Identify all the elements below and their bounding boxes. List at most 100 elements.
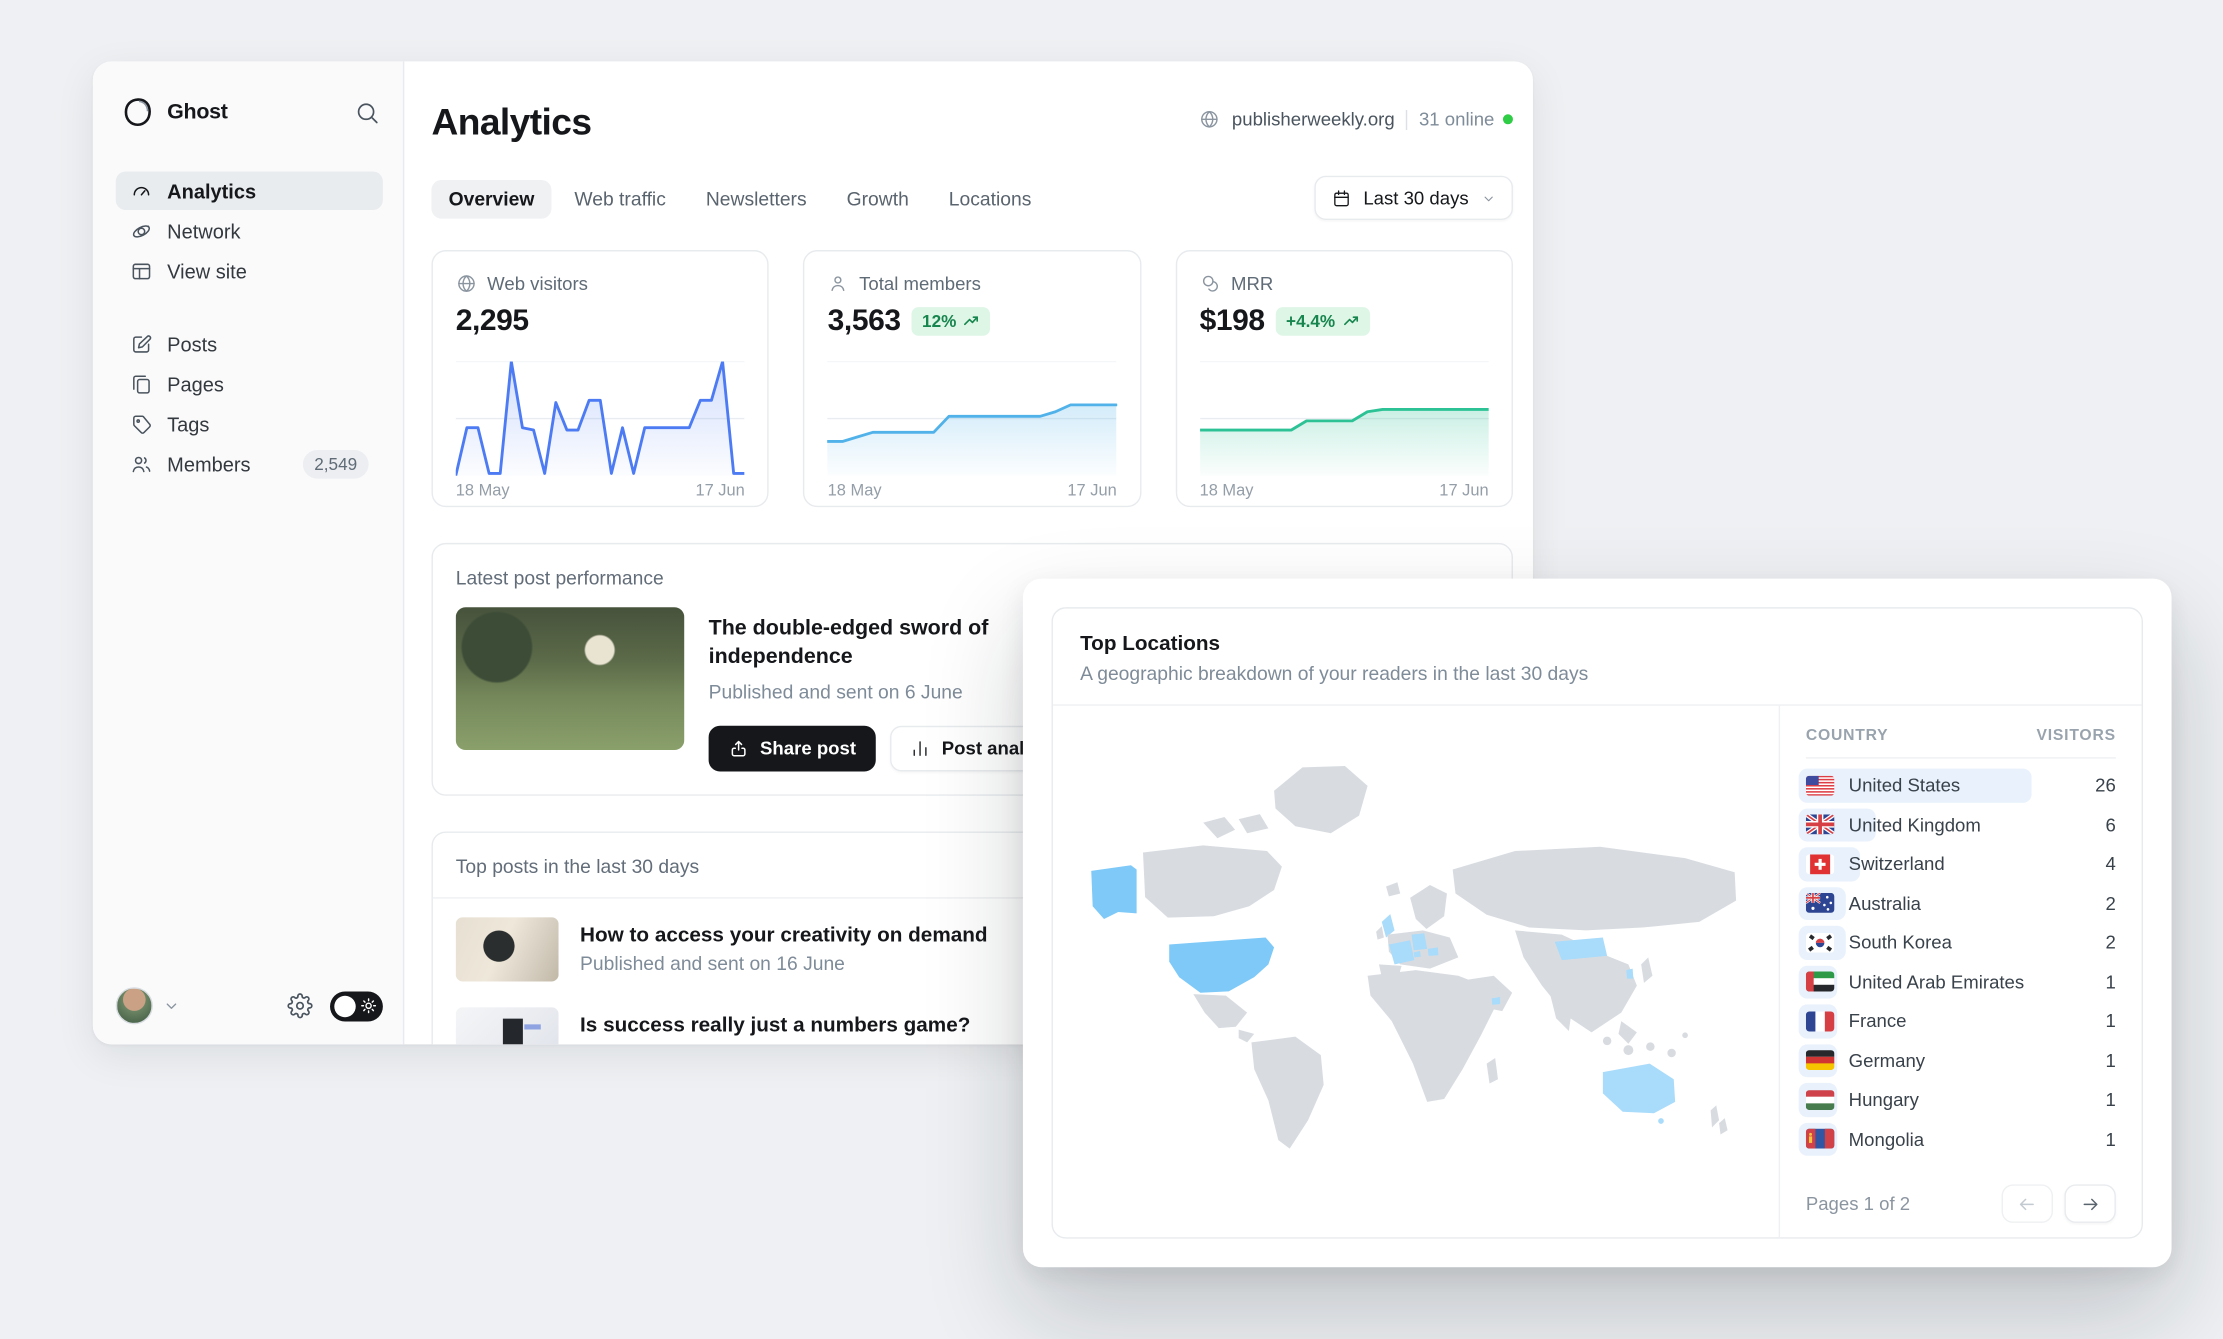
map-united-states [1169, 937, 1275, 993]
site-domain[interactable]: publisherweekly.org [1231, 108, 1395, 131]
map-mexico [1193, 994, 1248, 1029]
tab-overview[interactable]: Overview [431, 180, 552, 219]
gauge-icon [133, 186, 150, 195]
top-locations-header: Top Locations A geographic breakdown of … [1052, 609, 2142, 706]
location-row[interactable]: United Kingdom 6 [1798, 805, 2116, 844]
location-row[interactable]: United States 26 [1798, 766, 2116, 805]
edit-icon [133, 334, 152, 352]
sidebar-item-posts[interactable]: Posts [116, 324, 383, 363]
map-australia [1602, 1063, 1676, 1114]
country-flag-icon [1805, 971, 1835, 992]
post-thumbnail [455, 916, 559, 981]
latest-post-image[interactable] [455, 607, 685, 751]
visitors-count: 1 [2105, 1049, 2116, 1072]
brand[interactable]: Ghost [116, 96, 383, 129]
web-visitors-chart [456, 361, 745, 475]
top-post-item[interactable]: How to access your creativity on demand … [433, 898, 1512, 988]
country-name: Germany [1848, 1049, 1926, 1072]
location-row[interactable]: Mongolia 1 [1798, 1119, 2116, 1158]
stat-card-mrr[interactable]: MRR $198 +4.4% [1175, 250, 1513, 508]
date-range-select[interactable]: Last 30 days [1314, 175, 1513, 221]
user-avatar[interactable] [115, 987, 153, 1025]
tab-locations[interactable]: Locations [932, 180, 1049, 219]
map-india [1550, 991, 1575, 1032]
next-page-button[interactable] [2064, 1184, 2116, 1223]
location-row[interactable]: United Arab Emirates 1 [1798, 962, 2116, 1001]
country-flag-icon [1805, 1050, 1835, 1071]
x-axis-end: 17 Jun [1067, 482, 1117, 501]
prev-page-button[interactable] [2001, 1184, 2053, 1223]
stat-cards: Web visitors 2,295 18 May 17 Jun [431, 250, 1513, 508]
map-russia [1452, 846, 1737, 931]
post-meta: Published and sent on 13 June [580, 1042, 970, 1044]
dark-mode-toggle[interactable] [330, 990, 383, 1021]
top-post-item[interactable]: Is success really just a numbers game? P… [433, 988, 1512, 1045]
sidebar-item-label: View site [167, 259, 247, 283]
stat-card-web-visitors[interactable]: Web visitors 2,295 18 May 17 Jun [431, 250, 770, 508]
column-header-visitors: VISITORS [2036, 727, 2116, 745]
country-flag-icon [1805, 814, 1835, 835]
post-title: How to access your creativity on demand [580, 923, 988, 947]
sidebar-footer [115, 987, 383, 1025]
country-name: United Arab Emirates [1848, 971, 2025, 993]
sidebar-item-label: Network [167, 219, 241, 243]
mrr-chart [1200, 361, 1489, 476]
world-map [1053, 706, 1779, 1237]
trend-badge: 12% [912, 307, 991, 336]
stat-title: MRR [1231, 272, 1274, 295]
visitors-count: 2 [2105, 892, 2116, 914]
country-flag-icon [1805, 893, 1835, 914]
tab-web-traffic[interactable]: Web traffic [557, 180, 683, 219]
sidebar-item-tags[interactable]: Tags [116, 404, 383, 443]
visitors-count: 1 [2105, 1088, 2116, 1111]
location-row[interactable]: Australia 2 [1798, 884, 2116, 923]
country-flag-icon [1805, 1089, 1835, 1110]
sidebar-item-network[interactable]: Network [116, 211, 383, 250]
top-locations-title: Top Locations [1080, 632, 1221, 656]
sidebar-item-analytics[interactable]: Analytics [115, 171, 383, 211]
sidebar-nav-main: Analytics Network View site [115, 171, 383, 290]
tab-newsletters[interactable]: Newsletters [689, 180, 824, 219]
country-flag-icon [1805, 775, 1835, 796]
search-button[interactable] [351, 96, 382, 127]
divider [1406, 109, 1408, 130]
country-flag-icon [1805, 1011, 1835, 1032]
sidebar-item-label: Analytics [167, 179, 257, 203]
x-axis-end: 17 Jun [695, 482, 745, 501]
settings-gear-button[interactable] [287, 993, 313, 1019]
stat-card-total-members[interactable]: Total members 3,563 12% [803, 250, 1142, 508]
location-row[interactable]: Switzerland 4 [1798, 844, 2116, 883]
sidebar-item-view-site[interactable]: View site [116, 251, 383, 290]
location-row[interactable]: France 1 [1798, 1001, 2116, 1040]
locations-rows: United States 26 United Kingdom 6 Switze… [1798, 766, 2116, 1159]
share-icon [731, 740, 746, 756]
toggle-knob [334, 995, 356, 1017]
country-name: Switzerland [1848, 853, 1945, 875]
sidebar-item-pages[interactable]: Pages [116, 364, 383, 403]
location-row[interactable]: Hungary 1 [1798, 1080, 2116, 1119]
map-new-zealand [1710, 1105, 1720, 1128]
map-hungary [1427, 947, 1439, 956]
location-row[interactable]: Germany 1 [1798, 1041, 2116, 1080]
sidebar-item-label: Pages [167, 372, 224, 396]
visitors-count: 26 [2095, 774, 2116, 797]
map-iceland [1386, 882, 1401, 897]
tab-growth[interactable]: Growth [829, 180, 925, 219]
sidebar: Ghost Analytics Network View site [92, 61, 405, 1045]
trend-badge: +4.4% [1276, 307, 1370, 336]
members-icon [132, 455, 151, 472]
country-name: United States [1848, 774, 1961, 797]
globe-icon [458, 275, 475, 292]
latest-post-title[interactable]: The double-edged sword of independence [708, 615, 989, 669]
visitors-count: 1 [2105, 1010, 2116, 1032]
map-united-arab-emirates [1491, 996, 1501, 1005]
sidebar-item-members[interactable]: Members 2,549 [116, 444, 383, 483]
analytics-content: Analytics publisherweekly.org 31 online … [404, 61, 1533, 1045]
arrow-right-icon [2083, 1197, 2098, 1210]
share-post-button[interactable]: Share post [708, 725, 877, 771]
location-row[interactable]: South Korea 2 [1798, 923, 2116, 962]
brand-name: Ghost [167, 100, 228, 125]
map-tasmania [1658, 1118, 1664, 1124]
divider [432, 896, 1512, 898]
